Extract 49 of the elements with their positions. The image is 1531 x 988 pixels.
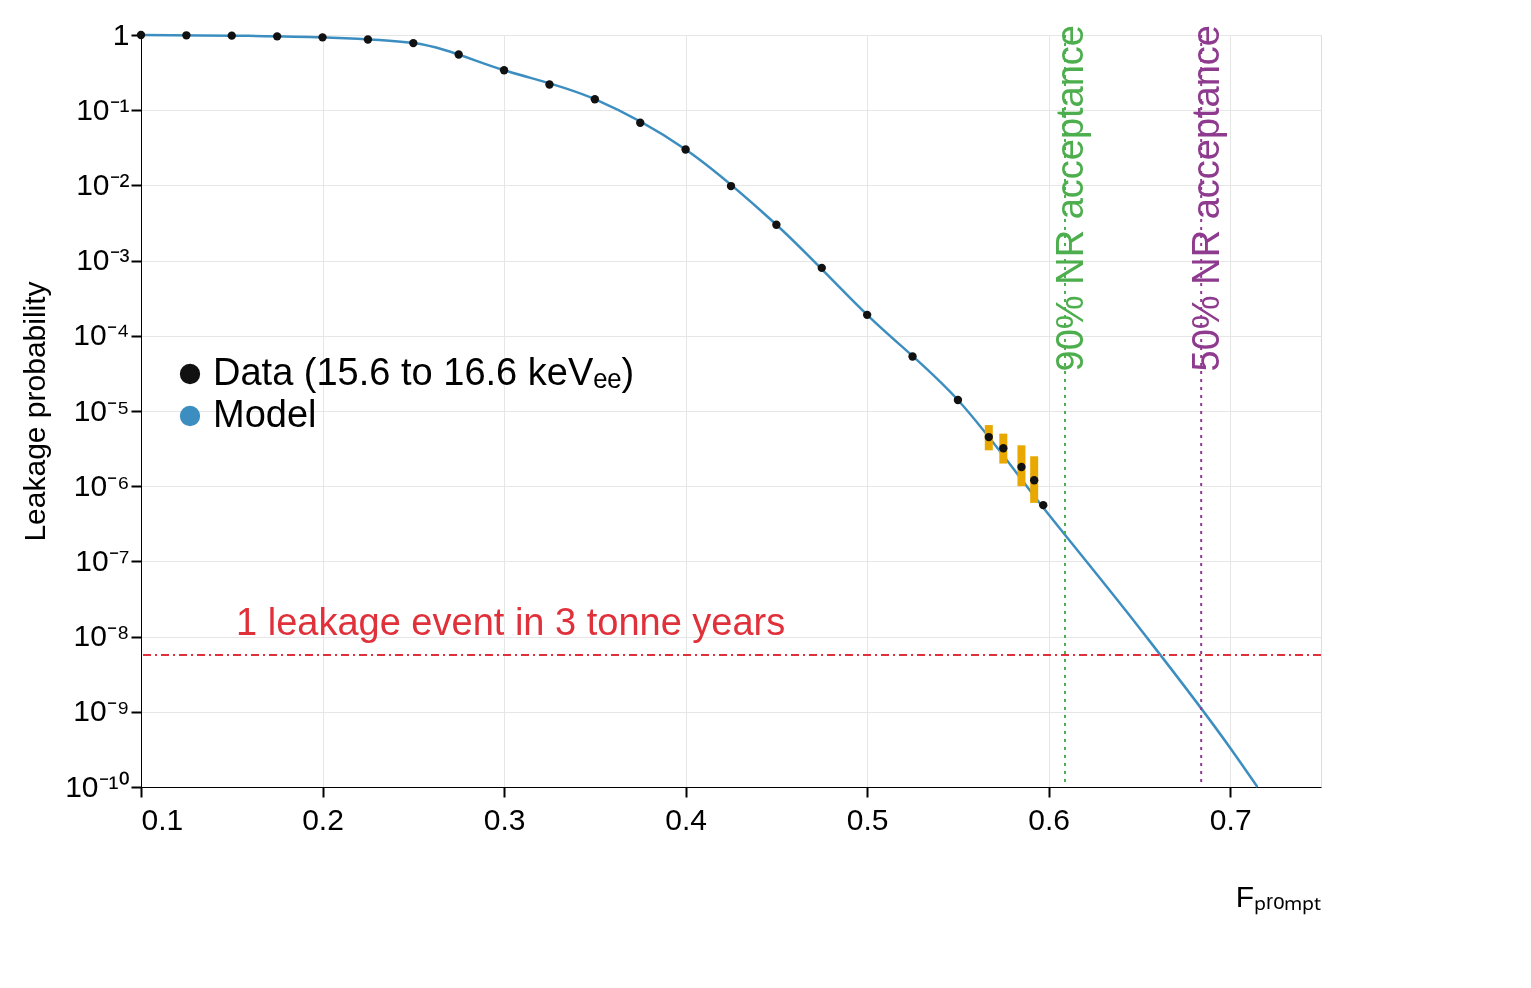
- x-axis-title: Fₚᵣₒₘₚₜ: [1235, 879, 1322, 915]
- point: [499, 66, 509, 75]
- point: [1029, 476, 1039, 485]
- point: [182, 31, 191, 40]
- point: [409, 38, 418, 48]
- y-tick-label: 10⁻²: [76, 167, 130, 201]
- point: [953, 395, 963, 405]
- y-tick-label: 10⁻⁴: [73, 318, 130, 352]
- point: [318, 33, 327, 42]
- legend-label: Model: [213, 393, 317, 435]
- y-tick-label: 1: [112, 17, 130, 51]
- legend-label: Data (15.6 to 16.6 keVₑₑ): [213, 351, 635, 393]
- point: [636, 118, 645, 127]
- point: [363, 35, 373, 44]
- x-tick-label: 0.4: [665, 802, 707, 836]
- y-tick-label: 10⁻⁵: [73, 393, 130, 427]
- ref-line-label: 90% NR acceptance: [1049, 25, 1092, 372]
- point: [545, 80, 554, 89]
- point: [862, 310, 872, 320]
- point: [817, 263, 826, 273]
- y-tick-label: 10⁻³: [76, 243, 130, 277]
- point: [908, 352, 917, 361]
- point: [227, 31, 236, 40]
- x-tick-label: 0.2: [302, 802, 344, 836]
- point: [1039, 500, 1048, 510]
- ref-line-label: 1 leakage event in 3 tonne years: [236, 600, 786, 643]
- x-tick-label: 0.7: [1209, 802, 1252, 836]
- point: [772, 220, 781, 229]
- y-tick-label: 10⁻⁹: [73, 694, 130, 728]
- point: [454, 50, 463, 59]
- point: [999, 444, 1008, 453]
- x-tick-label: 0.5: [846, 802, 889, 836]
- y-tick-label: 10⁻⁸: [73, 619, 130, 653]
- point: [272, 32, 282, 41]
- y-tick-label: 10⁻⁷: [75, 543, 130, 577]
- point: [136, 30, 146, 40]
- x-tick-label: 0.6: [1028, 802, 1071, 836]
- point: [681, 145, 690, 154]
- point: [1017, 462, 1026, 472]
- x-tick-label: 0.3: [483, 802, 526, 836]
- ref-line-label: 50% NR acceptance: [1185, 25, 1228, 372]
- x-tick-label: 0.1: [141, 802, 184, 836]
- y-tick-label: 10⁻¹: [76, 92, 130, 126]
- y-tick-label: 10⁻¹⁰: [65, 769, 130, 803]
- point: [590, 95, 600, 104]
- point: [726, 181, 736, 191]
- y-tick-label: 10⁻⁶: [73, 468, 130, 502]
- y-axis-title: Leakage probability: [18, 281, 52, 542]
- point: [984, 432, 993, 442]
